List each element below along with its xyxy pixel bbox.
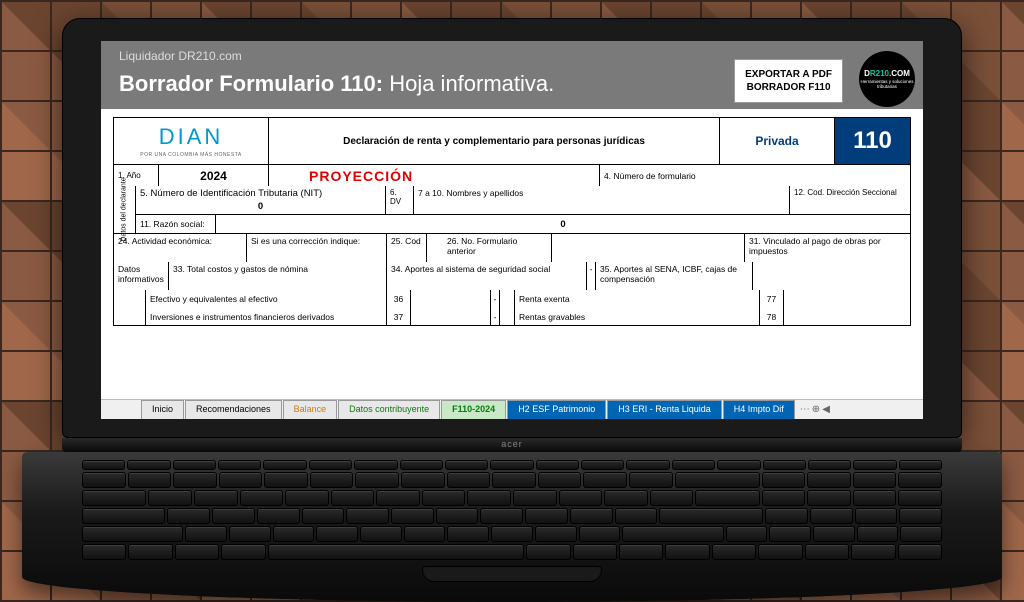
renta-exenta-label: Renta exenta [515,290,760,308]
inversiones-label: Inversiones e instrumentos financieros d… [146,308,387,325]
dian-logo-cell: DIAN POR UNA COLOMBIA MÁS HONESTA [114,118,269,164]
efectivo-val [411,290,491,308]
tab-balance[interactable]: Balance [283,400,338,419]
datos-inf-label: Datos informativos [114,262,169,290]
laptop-hinge: acer [62,438,962,452]
keyboard [82,460,942,560]
actividad-label: 24. Actividad económica: [114,234,247,262]
tab-inicio[interactable]: Inicio [141,400,184,419]
actividad-row: 24. Actividad económica: Si es una corre… [113,234,911,262]
efectivo-label: Efectivo y equivalentes al efectivo [146,290,387,308]
sheet-tabs: Inicio Recomendaciones Balance Datos con… [101,399,923,419]
datos-inf-row: Datos informativos 33. Total costos y ga… [113,262,911,290]
inversiones-val [411,308,491,325]
vinculado-label: 31. Vinculado al pago de obras por impue… [745,234,910,262]
dian-tagline: POR UNA COLOMBIA MÁS HONESTA [140,152,241,158]
tab-contribuyente[interactable]: Datos contribuyente [338,400,440,419]
tab-f110[interactable]: F110-2024 [441,400,506,419]
tab-controls: ⋯ ⊕ ◀ [800,400,830,419]
form-number-label: 4. Número de formulario [600,165,910,186]
form-number-badge: 110 [835,118,910,164]
tab-add-icon[interactable]: ⊕ [812,404,820,415]
year-value: 2024 [159,165,269,186]
rentas-grav-val [784,308,910,325]
screen-bezel: Liquidador DR210.com Borrador Formulario… [62,18,962,438]
tab-more-icon[interactable]: ⋯ [800,404,810,415]
title-bold: Borrador Formulario 110: [119,71,383,96]
form-header-row: DIAN POR UNA COLOMBIA MÁS HONESTA Declar… [113,117,911,164]
laptop-deck [22,452,1002,602]
tab-h4[interactable]: H4 Impto Dif [723,400,795,419]
blank-cell [552,234,745,262]
tab-h2[interactable]: H2 ESF Patrimonio [507,400,606,419]
rentas-grav-num: 78 [760,308,784,325]
export-pdf-button[interactable]: EXPORTAR A PDF BORRADOR F110 [734,59,843,103]
dash-1: - [587,262,596,290]
correccion-label: Si es una corrección indique: [247,234,387,262]
form-110: DIAN POR UNA COLOMBIA MÁS HONESTA Declar… [101,109,923,326]
app-header: Liquidador DR210.com Borrador Formulario… [101,41,923,109]
dash-2: - [491,290,500,308]
dash-3: - [491,308,500,325]
app-screen: Liquidador DR210.com Borrador Formulario… [101,41,923,419]
dian-logo: DIAN [159,124,224,150]
tab-scroll-left-icon[interactable]: ◀ [822,404,830,415]
inversiones-num: 37 [387,308,411,325]
efectivo-num: 36 [387,290,411,308]
privada-label: Privada [720,118,835,164]
dv-cell: 6. DV [386,186,414,214]
detail-row: Efectivo y equivalentes al efectivo 36 -… [113,290,911,308]
rentas-grav-label: Rentas gravables [515,308,760,325]
nit-cell: 5. Número de Identificación Tributaria (… [136,186,386,214]
renta-exenta-val [784,290,910,308]
declarante-vertical-label: Datos del declarante [114,186,136,233]
year-row: 1. Año 2024 PROYECCIÓN 4. Número de form… [113,164,911,186]
detail-row: Inversiones e instrumentos financieros d… [113,308,911,326]
tab-h3[interactable]: H3 ERI - Renta Liquida [607,400,722,419]
declaration-title: Declaración de renta y complementario pa… [269,118,720,164]
tab-recomendaciones[interactable]: Recomendaciones [185,400,282,419]
laptop-brand: acer [501,439,523,449]
cod-seccional-cell: 12. Cod. Dirección Seccional [790,186,910,214]
declarante-block: Datos del declarante 5. Número de Identi… [113,186,911,234]
razon-social-value: 0 [216,215,910,233]
laptop-frame: Liquidador DR210.com Borrador Formulario… [62,18,962,602]
nit-value: 0 [258,201,263,212]
cod25-label: 25. Cod [387,234,427,262]
aportes-ss-label: 34. Aportes al sistema de seguridad soci… [387,262,587,290]
trackpad [422,566,602,582]
proyeccion-label: PROYECCIÓN [269,165,600,186]
title-light: Hoja informativa. [389,71,554,96]
costos-nomina-label: 33. Total costos y gastos de nómina [169,262,387,290]
aportes-sena-label: 35. Aportes al SENA, ICBF, cajas de comp… [596,262,753,290]
blank-cell [753,262,910,290]
nombres-cell: 7 a 10. Nombres y apellidos [414,186,790,214]
renta-exenta-num: 77 [760,290,784,308]
brand-logo-badge: DR210.COM Herramientas y soluciones trib… [859,51,915,107]
nit-label: 5. Número de Identificación Tributaria (… [140,188,322,199]
form-anterior-label: 26. No. Formulario anterior [427,234,552,262]
razon-social-label: 11. Razón social: [136,215,216,233]
